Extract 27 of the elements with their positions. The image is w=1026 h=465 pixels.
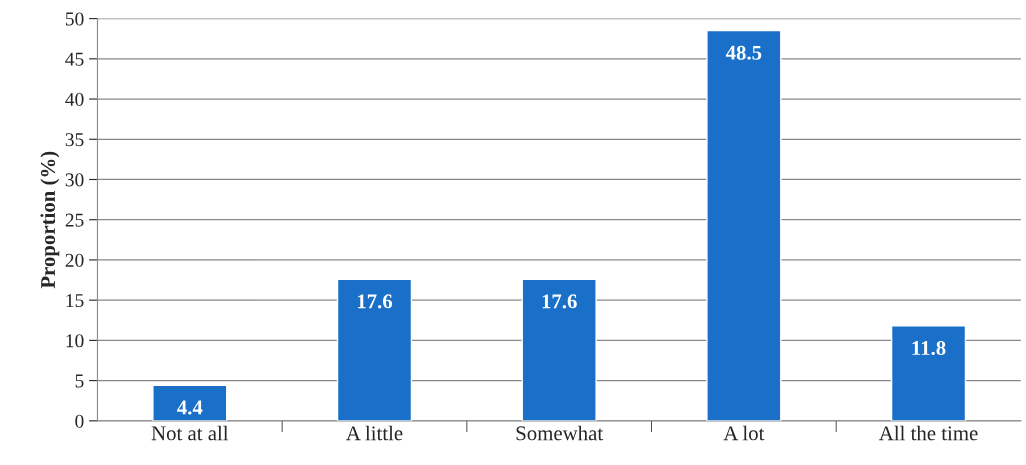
x-tick-label: A lot [723, 425, 765, 441]
y-tick-label: 30 [65, 173, 84, 187]
data-label: 48.5 [725, 45, 762, 60]
x-tick-label: Somewhat [516, 425, 604, 441]
y-tick-label: 45 [65, 52, 84, 66]
y-tick-label: 20 [65, 253, 84, 267]
y-tick-label: 35 [65, 133, 84, 147]
bar [706, 29, 782, 421]
y-tick-label: 15 [66, 294, 84, 308]
y-tick-label: 40 [65, 92, 84, 106]
y-tick-label: 50 [65, 12, 84, 26]
data-label: 17.6 [357, 294, 393, 309]
data-label: 17.6 [542, 294, 577, 309]
x-tick-label: A little [346, 425, 403, 441]
x-tick-label: All the time [878, 425, 978, 441]
y-tick-label: 25 [65, 213, 84, 227]
data-label: 11.8 [912, 340, 946, 356]
bar [152, 384, 228, 421]
x-tick-label: Not at all [151, 425, 229, 441]
y-tick-label: 10 [66, 334, 84, 348]
data-label: 4.4 [177, 400, 203, 415]
bar [521, 278, 597, 421]
y-tick-label: 0 [75, 414, 84, 428]
bar [336, 278, 413, 421]
y-axis-title: Proportion (%) [40, 151, 60, 289]
bar [890, 325, 967, 421]
y-tick-label: 5 [75, 374, 84, 388]
